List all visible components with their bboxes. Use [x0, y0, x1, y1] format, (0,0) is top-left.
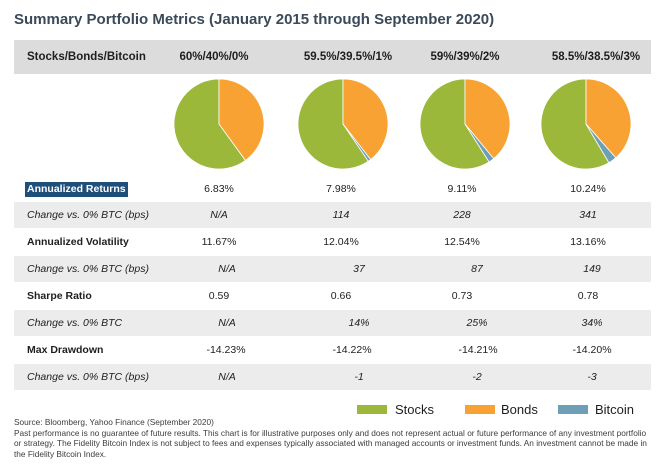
table-cell: 37: [353, 263, 365, 275]
table-header: Stocks/Bonds/Bitcoin 60%/40%/0% 59.5%/39…: [14, 40, 651, 74]
header-column: 58.5%/38.5%/3%: [551, 51, 641, 63]
row-label: Change vs. 0% BTC: [27, 317, 123, 329]
portfolio-pie-2: [297, 78, 389, 170]
row-label-annualized-returns: Annualized Returns: [25, 182, 128, 197]
table-cell: -14.21%: [458, 344, 498, 356]
table-cell: 228: [453, 209, 471, 221]
table-cell: -14.23%: [206, 344, 246, 356]
table-row: Annualized Returns 6.83% 7.98% 9.11% 10.…: [14, 176, 651, 202]
table-row: Max Drawdown -14.23% -14.22% -14.21% -14…: [14, 337, 651, 363]
table-cell: 12.54%: [444, 236, 480, 248]
table-cell: N/A: [210, 209, 228, 221]
portfolio-pie-4: [540, 78, 632, 170]
table-cell: 6.83%: [204, 183, 234, 195]
pie-slice-bonds: [218, 78, 265, 161]
legend-label: Bonds: [501, 402, 538, 417]
table-cell: 14%: [348, 317, 370, 329]
footnote: Source: Bloomberg, Yahoo Finance (Septem…: [14, 417, 654, 459]
row-label: Change vs. 0% BTC (bps): [27, 371, 149, 383]
table-row: Sharpe Ratio 0.59 0.66 0.73 0.78: [14, 283, 651, 309]
table-cell: -1: [354, 371, 364, 383]
legend-label: Stocks: [395, 402, 435, 417]
table-cell: -14.20%: [572, 344, 612, 356]
table-cell: 7.98%: [326, 183, 356, 195]
pie-slice-bitcoin: [585, 123, 617, 164]
legend-label: Bitcoin: [595, 402, 635, 417]
table-cell: -14.22%: [332, 344, 372, 356]
pie-slice-stocks: [540, 78, 610, 170]
row-label: Change vs. 0% BTC (bps): [27, 263, 149, 275]
table-row: Annualized Volatility 11.67% 12.04% 12.5…: [14, 229, 651, 255]
table-cell: N/A: [218, 263, 236, 275]
table-cell: 87: [471, 263, 483, 275]
page-title: Summary Portfolio Metrics (January 2015 …: [14, 11, 495, 28]
table-cell: 0.59: [208, 290, 230, 302]
table-row: Change vs. 0% BTC (bps) N/A 37 87 149: [14, 256, 651, 282]
table-cell: -2: [472, 371, 482, 383]
pie-slice-bitcoin: [342, 123, 372, 162]
portfolio-pie-3: [419, 78, 511, 170]
bitcoin-swatch: [558, 405, 588, 414]
row-label: Max Drawdown: [27, 344, 104, 356]
source-note: Source: Bloomberg, Yahoo Finance (Septem…: [14, 417, 214, 427]
table-cell: 34%: [581, 317, 603, 329]
pie-slice-bonds: [585, 78, 632, 159]
header-column: 59%/39%/2%: [430, 51, 500, 63]
table-cell: N/A: [218, 317, 236, 329]
table-row: Change vs. 0% BTC N/A 14% 25% 34%: [14, 310, 651, 336]
table-row: Change vs. 0% BTC (bps) N/A -1 -2 -3: [14, 364, 651, 390]
table-cell: 0.78: [577, 290, 599, 302]
table-cell: 13.16%: [570, 236, 606, 248]
pie-slice-bonds: [464, 78, 511, 160]
table-cell: 12.04%: [323, 236, 359, 248]
bonds-swatch: [465, 405, 495, 414]
pie-slice-stocks: [419, 78, 490, 170]
table-cell: 149: [583, 263, 601, 275]
pie-slice-bitcoin: [464, 123, 495, 163]
row-label: Sharpe Ratio: [27, 290, 92, 302]
pie-slice-stocks: [173, 78, 247, 170]
table-cell: 11.67%: [201, 236, 237, 248]
table-row: Change vs. 0% BTC (bps) N/A 114 228 341: [14, 202, 651, 228]
table-cell: 114: [332, 209, 350, 221]
pie-slice-stocks: [297, 78, 369, 170]
row-label: Annualized Volatility: [27, 236, 129, 248]
table-cell: 10.24%: [570, 183, 606, 195]
table-cell: 9.11%: [447, 183, 477, 195]
portfolio-pie-1: [173, 78, 265, 170]
table-cell: 0.73: [451, 290, 473, 302]
table-cell: N/A: [218, 371, 236, 383]
pie-slice-bonds: [342, 78, 389, 161]
row-label: Change vs. 0% BTC (bps): [27, 209, 149, 221]
header-column: 59.5%/39.5%/1%: [303, 51, 393, 63]
table-cell: 25%: [466, 317, 488, 329]
stocks-swatch: [357, 405, 387, 414]
header-label: Stocks/Bonds/Bitcoin: [27, 51, 146, 63]
table-cell: -3: [587, 371, 597, 383]
header-column: 60%/40%/0%: [179, 51, 249, 63]
table-cell: 0.66: [330, 290, 352, 302]
table-cell: 341: [579, 209, 597, 221]
disclaimer: Past performance is no guarantee of futu…: [14, 427, 647, 459]
